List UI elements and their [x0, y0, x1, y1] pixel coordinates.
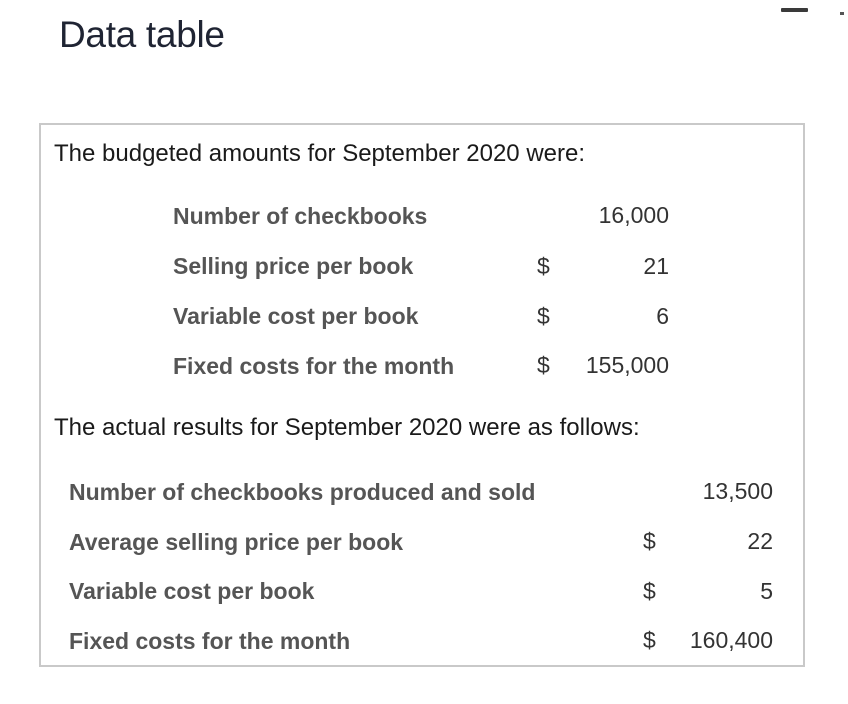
budget-row-label: Number of checkbooks — [173, 203, 428, 229]
actual-row-value: 5 — [760, 578, 773, 604]
budget-row-value: 6 — [656, 303, 669, 329]
actual-row-label: Average selling price per book — [69, 529, 404, 555]
actual-row-label: Variable cost per book — [69, 578, 315, 604]
actual-row-label: Fixed costs for the month — [69, 628, 351, 654]
more-icon[interactable] — [840, 12, 844, 15]
page-title: Data table — [59, 14, 225, 55]
budget-row-dollar: $ — [537, 303, 550, 329]
budget-row-value: 155,000 — [585, 352, 669, 378]
actual-row-value: 22 — [747, 528, 773, 554]
budget-row-value: 16,000 — [598, 202, 669, 228]
budget-row-label: Selling price per book — [173, 253, 414, 279]
actual-row-value: 13,500 — [702, 478, 773, 504]
actual-row-dollar: $ — [643, 528, 656, 554]
actual-row-dollar: $ — [643, 627, 656, 653]
actual-row-value: 160,400 — [689, 627, 773, 653]
budget-row-label: Variable cost per book — [173, 303, 419, 329]
minimize-icon[interactable] — [781, 8, 808, 12]
budget-row-dollar: $ — [537, 352, 550, 378]
actual-row-dollar: $ — [643, 578, 656, 604]
budget-row-dollar: $ — [537, 253, 550, 279]
actual-intro: The actual results for September 2020 we… — [54, 414, 640, 441]
budget-row-label: Fixed costs for the month — [173, 353, 455, 379]
budget-intro: The budgeted amounts for September 2020 … — [54, 140, 585, 167]
budget-row-value: 21 — [643, 253, 669, 279]
actual-row-label: Number of checkbooks produced and sold — [69, 479, 536, 505]
data-table-panel: The budgeted amounts for September 2020 … — [39, 123, 805, 667]
